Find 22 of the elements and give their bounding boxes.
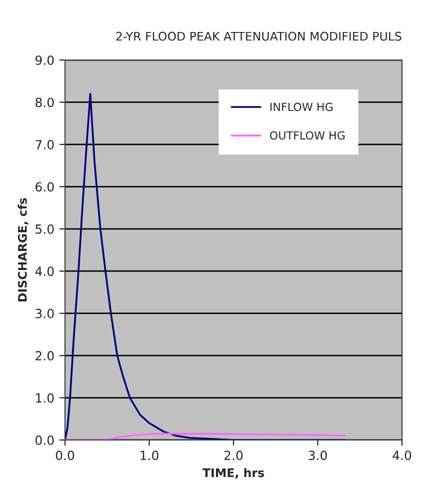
y-tick-label: 9.0 xyxy=(35,55,54,65)
x-axis-title: TIME, hrs xyxy=(202,468,264,479)
y-tick-label: 8.0 xyxy=(36,98,54,108)
line-series xyxy=(65,92,346,440)
y-tick-label: 4.0 xyxy=(35,266,54,276)
legend-label: OUTFLOW HG xyxy=(270,131,345,140)
legend-label: INFLOW HG xyxy=(270,102,332,112)
x-tick-label: 2.0 xyxy=(224,450,243,460)
y-tick-label: 0.0 xyxy=(36,435,54,445)
x-tick-label: 1.0 xyxy=(140,450,158,460)
x-tick-label: 3.0 xyxy=(308,450,327,460)
chart-title: 2-YR FLOOD PEAK ATTENUATION MODIFIED PULS xyxy=(116,32,402,41)
y-axis-title: DISCHARGE, cfs xyxy=(18,198,28,302)
x-tick-label: 4.0 xyxy=(392,450,412,460)
y-tick-label: 5.0 xyxy=(36,224,54,234)
x-tick-label: 0.0 xyxy=(56,450,74,460)
y-tick-label: 7.0 xyxy=(36,140,54,150)
y-tick-label: 3.0 xyxy=(36,308,54,318)
y-tick-label: 6.0 xyxy=(36,182,54,192)
line-series xyxy=(65,432,346,440)
y-tick-label: 2.0 xyxy=(36,351,54,360)
y-tick-label: 1.0 xyxy=(36,393,54,403)
